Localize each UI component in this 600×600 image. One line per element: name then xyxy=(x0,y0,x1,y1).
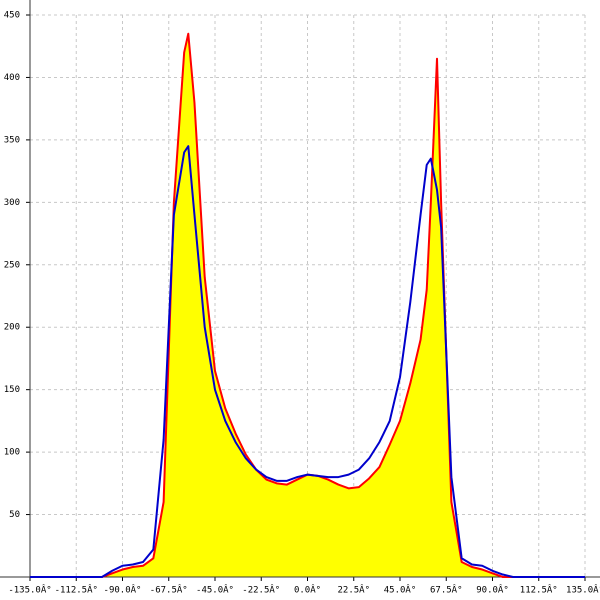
x-tick-label: 0.0Â° xyxy=(294,584,321,596)
x-tick-label: -90.0Â° xyxy=(104,584,142,596)
x-tick-label: -112.5Â° xyxy=(55,584,98,596)
y-tick-label: 150 xyxy=(4,385,20,395)
x-tick-label: 22.5Â° xyxy=(337,584,370,596)
x-tick-label: 45.0Â° xyxy=(384,584,417,596)
x-tick-label: -22.5Â° xyxy=(242,584,280,596)
x-tick-label: -45.0Â° xyxy=(196,584,234,596)
y-tick-label: 200 xyxy=(4,323,20,333)
y-tick-label: 100 xyxy=(4,448,20,458)
y-tick-label: 350 xyxy=(4,135,20,145)
y-tick-label: 400 xyxy=(4,73,20,83)
x-tick-label: 67.5Â° xyxy=(430,584,463,596)
x-tick-label: 112.5Â° xyxy=(520,584,558,596)
line xyxy=(30,145,585,578)
y-tick-label: 450 xyxy=(4,11,20,21)
x-tick-label: -67.5Â° xyxy=(150,584,188,596)
y-tick-label: 300 xyxy=(4,198,20,208)
area xyxy=(30,33,585,577)
x-tick-label: 135.0Â° xyxy=(566,584,600,596)
x-tick-label: 90.0Â° xyxy=(476,584,509,596)
y-tick-label: 250 xyxy=(4,260,20,270)
y-tick-label: 50 xyxy=(9,510,20,520)
x-tick-label: -135.0Â° xyxy=(8,584,51,596)
